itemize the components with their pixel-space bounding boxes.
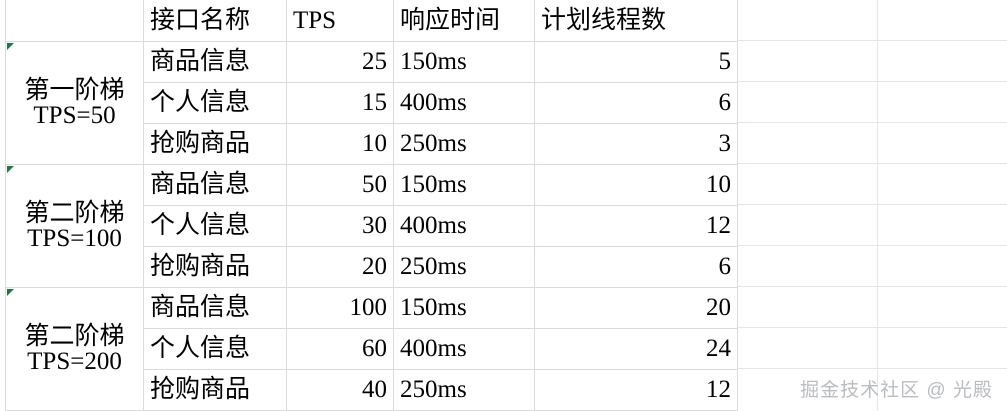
header-cell-tps[interactable]: TPS — [286, 0, 394, 42]
table-row: 个人信息 15 400ms 6 — [6, 81, 738, 124]
cell-tps[interactable]: 25 — [286, 40, 394, 83]
table-row: 个人信息 30 400ms 12 — [6, 204, 738, 247]
cell-thread[interactable]: 6 — [534, 81, 738, 124]
stage-tps: TPS=50 — [33, 101, 116, 129]
cell-api[interactable]: 商品信息 — [143, 163, 287, 206]
header-cell-resp[interactable]: 响应时间 — [393, 0, 535, 42]
cell-thread[interactable]: 3 — [534, 122, 738, 165]
header-cell-api[interactable]: 接口名称 — [143, 0, 287, 42]
stage-cell[interactable]: 第二阶梯 TPS=200 — [5, 286, 144, 411]
table-row: 个人信息 60 400ms 24 — [6, 327, 738, 370]
grid-vline — [877, 0, 878, 411]
table-row: 第二阶梯 TPS=100 商品信息 50 150ms 10 — [5, 163, 738, 288]
cell-resp[interactable]: 400ms — [393, 204, 535, 247]
stage-tps: TPS=100 — [27, 224, 122, 252]
cell-tps[interactable]: 50 — [286, 163, 394, 206]
cell-tps[interactable]: 30 — [286, 204, 394, 247]
cell-thread[interactable]: 20 — [534, 286, 738, 329]
cell-thread[interactable]: 5 — [534, 40, 738, 83]
stage-tps: TPS=200 — [27, 347, 122, 375]
cell-api[interactable]: 个人信息 — [143, 327, 287, 370]
stage-name: 第二阶梯 — [24, 199, 125, 227]
grid-hline — [737, 368, 1007, 369]
cell-tps[interactable]: 20 — [286, 245, 394, 288]
grid-hline — [737, 245, 1007, 246]
cell-thread[interactable]: 12 — [534, 204, 738, 247]
cell-api[interactable]: 抢购商品 — [143, 245, 287, 288]
cell-api[interactable]: 抢购商品 — [143, 122, 287, 165]
stage-cell[interactable]: 第二阶梯 TPS=100 — [5, 163, 144, 288]
table-row: 第一阶梯 TPS=50 商品信息 25 150ms 5 — [5, 40, 738, 165]
cell-api[interactable]: 个人信息 — [143, 81, 287, 124]
table-header-row: 接口名称 TPS 响应时间 计划线程数 — [5, 0, 738, 42]
grid-hline — [737, 327, 1007, 328]
cell-tps[interactable]: 100 — [286, 286, 394, 329]
cell-resp[interactable]: 250ms — [393, 245, 535, 288]
header-cell-blank[interactable] — [5, 0, 144, 42]
cell-tps[interactable]: 40 — [286, 368, 394, 411]
grid-hline — [737, 40, 1007, 41]
stage-cell[interactable]: 第一阶梯 TPS=50 — [5, 40, 144, 165]
cell-resp[interactable]: 250ms — [393, 368, 535, 411]
table-row: 抢购商品 40 250ms 12 — [6, 368, 738, 411]
grid-hline — [737, 204, 1007, 205]
table-row: 第二阶梯 TPS=200 商品信息 100 150ms 20 — [5, 286, 738, 411]
cell-resp[interactable]: 400ms — [393, 327, 535, 370]
cell-tps[interactable]: 15 — [286, 81, 394, 124]
stage-name: 第二阶梯 — [24, 322, 125, 350]
stage-name: 第一阶梯 — [24, 76, 125, 104]
cell-thread[interactable]: 12 — [534, 368, 738, 411]
table-row: 抢购商品 20 250ms 6 — [6, 245, 738, 288]
cell-thread[interactable]: 24 — [534, 327, 738, 370]
cell-thread[interactable]: 6 — [534, 245, 738, 288]
cell-api[interactable]: 商品信息 — [143, 40, 287, 83]
error-marker-icon — [7, 165, 14, 173]
table-row: 抢购商品 10 250ms 3 — [6, 122, 738, 165]
grid-hline — [737, 122, 1007, 123]
grid-hline — [737, 163, 1007, 164]
cell-resp[interactable]: 150ms — [393, 163, 535, 206]
cell-tps[interactable]: 60 — [286, 327, 394, 370]
cell-resp[interactable]: 150ms — [393, 286, 535, 329]
cell-api[interactable]: 个人信息 — [143, 204, 287, 247]
error-marker-icon — [7, 42, 14, 50]
cell-api[interactable]: 商品信息 — [143, 286, 287, 329]
load-test-plan-table[interactable]: 接口名称 TPS 响应时间 计划线程数 第一阶梯 TPS=50 商品信息 25 … — [5, 0, 738, 411]
error-marker-icon — [7, 288, 14, 296]
cell-tps[interactable]: 10 — [286, 122, 394, 165]
grid-hline — [737, 286, 1007, 287]
cell-api[interactable]: 抢购商品 — [143, 368, 287, 411]
cell-resp[interactable]: 250ms — [393, 122, 535, 165]
header-cell-thread[interactable]: 计划线程数 — [534, 0, 738, 42]
cell-resp[interactable]: 150ms — [393, 40, 535, 83]
cell-resp[interactable]: 400ms — [393, 81, 535, 124]
watermark: 掘金技术社区 @ 光殿 — [800, 380, 993, 401]
grid-hline — [737, 81, 1007, 82]
cell-thread[interactable]: 10 — [534, 163, 738, 206]
